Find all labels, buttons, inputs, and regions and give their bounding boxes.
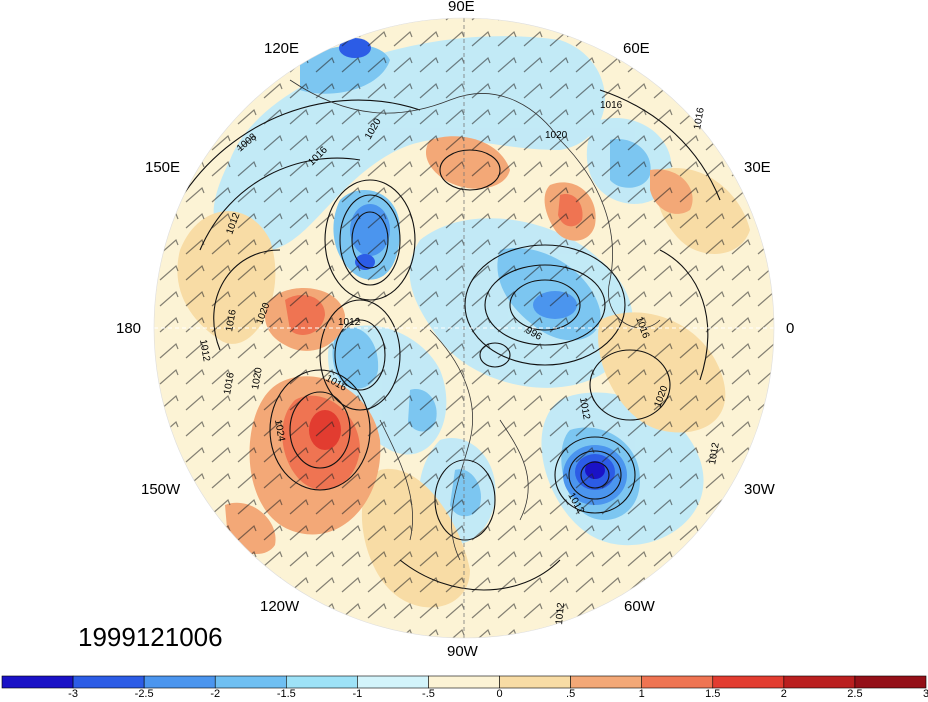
contour-label: 1012 bbox=[577, 397, 592, 421]
lon-label-180: 180 bbox=[116, 320, 142, 337]
lon-label-150w: 150W bbox=[141, 481, 181, 498]
colorbar-tick-label: 1 bbox=[638, 688, 645, 700]
lon-label-30e: 30E bbox=[744, 159, 771, 176]
colorbar-swatch bbox=[72, 675, 145, 689]
colorbar-tick-label: 1.5 bbox=[705, 688, 721, 700]
contour-label: 1012 bbox=[338, 317, 361, 328]
contour-label: 1020 bbox=[250, 366, 265, 390]
colorbar-swatch bbox=[143, 675, 216, 689]
lon-label-90e: 90E bbox=[448, 0, 475, 15]
colorbar-tick-label: -.5 bbox=[422, 688, 435, 700]
colorbar-tick-label: -2.5 bbox=[134, 688, 154, 700]
contour-label: 1016 bbox=[222, 371, 237, 395]
lon-label-150e: 150E bbox=[145, 159, 181, 176]
colorbar-tick-label: -3 bbox=[68, 688, 78, 700]
contour-label: 1012 bbox=[707, 441, 722, 465]
colorbar-swatch bbox=[854, 675, 927, 689]
lon-label-0: 0 bbox=[786, 320, 795, 337]
colorbar-tick-label: -1.5 bbox=[276, 688, 296, 700]
colorbar-swatch bbox=[357, 675, 429, 689]
colorbar-swatch bbox=[428, 675, 500, 689]
colorbar-tick-label: -1 bbox=[352, 688, 363, 700]
colorbar-swatch bbox=[286, 675, 358, 689]
contour-label: 1016 bbox=[224, 308, 239, 332]
lon-label-120w: 120W bbox=[260, 598, 300, 615]
colorbar-swatch bbox=[783, 675, 856, 689]
colorbar-tick-label: 3 bbox=[922, 688, 928, 700]
lon-label-120e: 120E bbox=[264, 40, 300, 57]
contour-label: 1024 bbox=[272, 419, 287, 443]
contour-label: 1012 bbox=[197, 339, 212, 363]
lon-label-60e: 60E bbox=[623, 40, 650, 57]
colorbar-swatch bbox=[499, 675, 571, 689]
colorbar-swatch bbox=[214, 675, 287, 689]
colorbar-tick-label: .5 bbox=[566, 688, 576, 700]
colorbar-swatch bbox=[1, 675, 74, 689]
contour-label: 1016 bbox=[600, 100, 623, 111]
lon-label-30w: 30W bbox=[744, 481, 775, 498]
isobar-contours bbox=[179, 89, 721, 591]
colorbar-swatch bbox=[641, 675, 714, 689]
colorbar-swatch bbox=[570, 675, 642, 689]
map-disk bbox=[154, 18, 774, 638]
lon-label-60w: 60W bbox=[624, 598, 655, 615]
map-border bbox=[153, 17, 775, 639]
colorbar-tick-label: 2.5 bbox=[847, 688, 863, 700]
timestamp-label: 1999121006 bbox=[78, 622, 223, 652]
colorbar-tick-label: -2 bbox=[210, 688, 221, 700]
colorbar-tick-label: 2 bbox=[780, 688, 787, 700]
coastlines bbox=[289, 79, 661, 561]
contour-label: 1016 bbox=[692, 106, 707, 130]
colorbar-swatch bbox=[712, 675, 785, 689]
lon-label-90w: 90W bbox=[447, 643, 478, 660]
contour-label: 1020 bbox=[545, 130, 568, 141]
colorbar-tick-label: 0 bbox=[496, 688, 503, 700]
contour-label: 1012 bbox=[554, 602, 567, 626]
colorbar bbox=[1, 675, 927, 689]
